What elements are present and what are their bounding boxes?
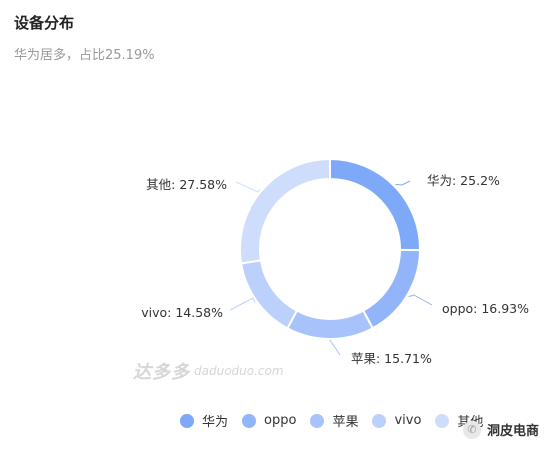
slice-data-label: 华为: 25.2% [427,173,500,188]
legend-swatch [372,413,387,428]
brand-label: 洞皮电商 [486,424,539,439]
legend-label: oppo [264,413,297,428]
donut-slice-5[interactable] [239,157,331,265]
legend-item[interactable]: 华为 [180,411,228,430]
watermark-sub: daduoduo.com [194,364,284,378]
legend-swatch [180,413,194,428]
legend-label: vivo [394,413,422,428]
leader-line-2 [408,294,433,306]
donut-slice-2[interactable] [361,248,422,330]
wechat-icon: ✆ [462,420,481,439]
legend-label: 华为 [202,415,229,430]
legend-swatch [435,413,450,428]
legend-item[interactable]: 苹果 [310,411,358,430]
leader-line-1 [395,180,411,186]
donut-slice-4[interactable] [240,259,299,330]
slice-data-label: 其他: 27.58% [146,177,227,192]
brand-badge: ✆ 洞皮电商 [462,420,539,439]
legend-swatch [242,413,257,428]
slice-data-label: oppo: 16.93% [442,301,529,316]
donut-slice-3[interactable] [286,309,375,340]
leader-line-5 [235,181,261,193]
legend-label: 苹果 [332,415,359,430]
donut-slice-1[interactable] [329,157,421,252]
slice-data-label: vivo: 14.58% [141,305,223,320]
leader-line-4 [229,297,256,311]
chart-legend: 华为oppo苹果vivo其他 [180,411,497,430]
legend-item[interactable]: oppo [242,411,296,430]
legend-swatch [310,413,325,428]
legend-item[interactable]: vivo [372,411,421,430]
chart-title: 设备分布 [14,14,75,32]
slice-data-label: 苹果: 15.71% [351,351,432,366]
chart-subtitle: 华为居多，占比25.19% [14,48,155,63]
watermark-main: 达多多 [133,362,190,383]
leader-line-3 [329,339,341,356]
